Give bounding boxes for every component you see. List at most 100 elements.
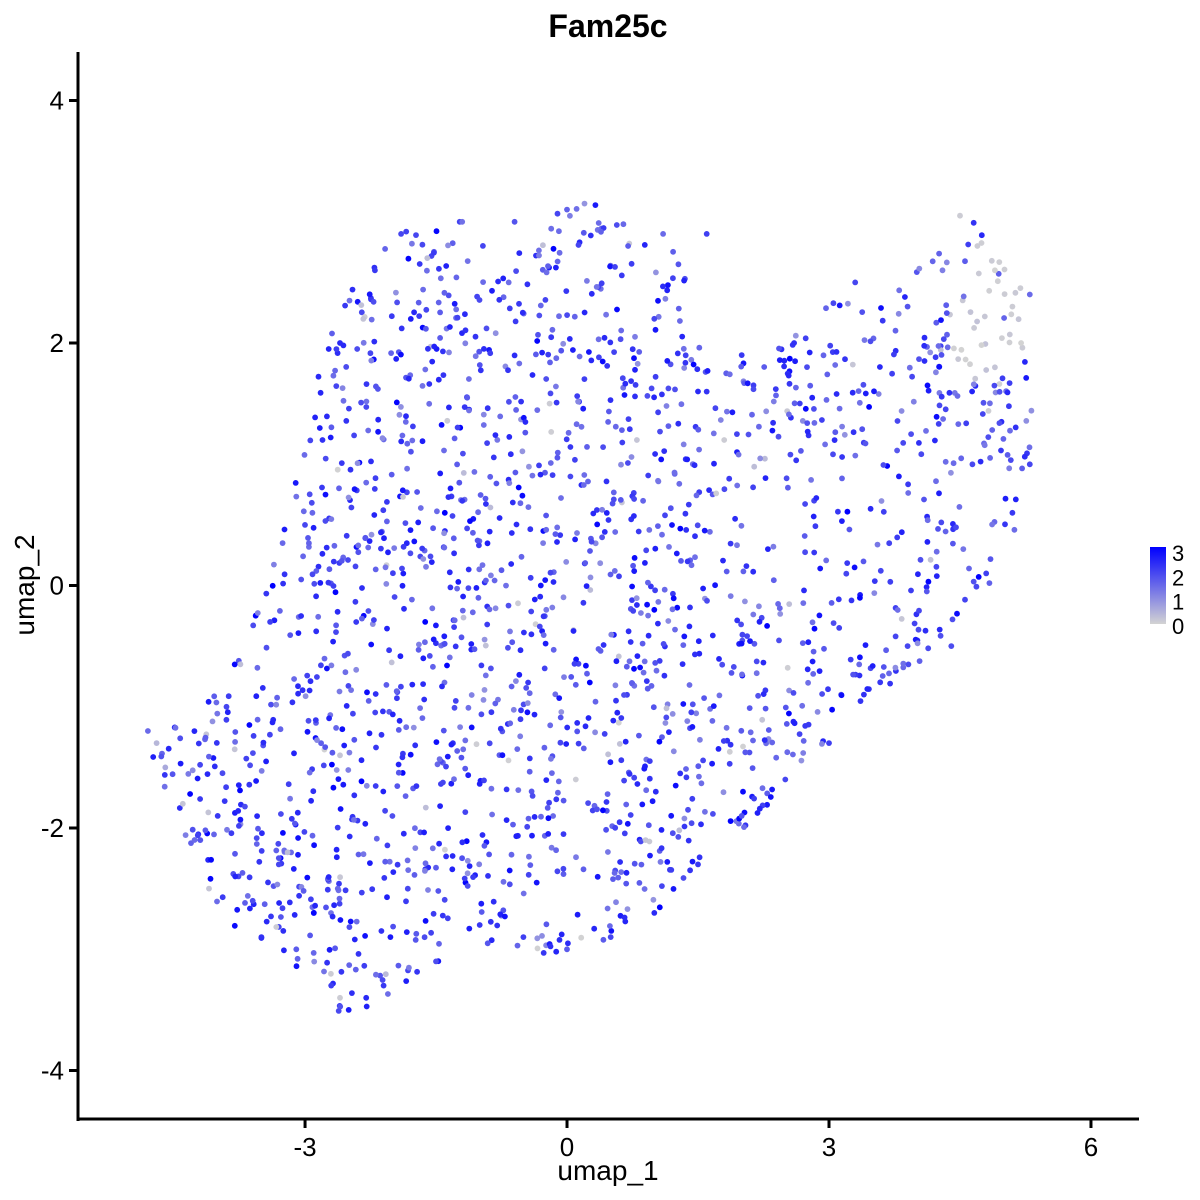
- cell-point: [923, 588, 930, 595]
- cell-point: [605, 517, 612, 523]
- cell-point: [719, 661, 726, 668]
- cell-point: [444, 417, 451, 424]
- cell-point: [461, 875, 468, 882]
- cell-point: [231, 661, 238, 668]
- cell-point: [413, 232, 419, 239]
- cell-point: [481, 687, 488, 693]
- cell-point: [531, 711, 538, 718]
- cell-point: [489, 287, 495, 294]
- cell-point: [936, 250, 942, 257]
- cell-point: [347, 918, 354, 925]
- cell-point: [373, 744, 379, 751]
- cell-point: [430, 663, 436, 670]
- cell-point: [1021, 453, 1028, 460]
- cell-point: [991, 382, 998, 389]
- cell-point: [802, 335, 809, 342]
- cell-point: [443, 763, 449, 770]
- cell-point: [236, 823, 242, 829]
- cell-point: [312, 717, 319, 723]
- cell-point: [935, 526, 941, 532]
- cell-point: [332, 945, 338, 952]
- cell-point: [527, 862, 534, 868]
- cell-point: [346, 405, 352, 412]
- cell-point: [922, 627, 929, 634]
- cell-point: [403, 978, 410, 984]
- cell-point: [496, 515, 503, 521]
- cell-point: [692, 554, 698, 561]
- cell-point: [821, 645, 827, 652]
- cell-point: [355, 851, 362, 858]
- cell-point: [871, 388, 877, 395]
- cell-point: [581, 376, 588, 382]
- cell-point: [207, 875, 214, 882]
- cell-point: [435, 299, 442, 306]
- cell-point: [531, 596, 538, 603]
- cell-point: [441, 544, 448, 551]
- cell-point: [685, 501, 692, 508]
- cell-point: [346, 833, 353, 840]
- cell-point: [631, 774, 638, 781]
- cell-point: [311, 842, 317, 849]
- cell-point: [287, 632, 294, 638]
- cell-point: [992, 267, 998, 274]
- cell-point: [816, 612, 823, 619]
- cell-point: [667, 505, 674, 512]
- cell-point: [816, 668, 823, 674]
- cell-point: [642, 560, 648, 566]
- cell-point: [1019, 344, 1026, 351]
- cell-point: [393, 289, 399, 296]
- cell-point: [345, 494, 352, 501]
- cell-point: [420, 655, 427, 662]
- cell-point: [645, 632, 652, 639]
- cell-point: [275, 861, 282, 868]
- cell-point: [877, 679, 884, 686]
- cell-point: [808, 477, 814, 483]
- cell-point: [351, 792, 358, 799]
- cell-point: [269, 582, 276, 589]
- cell-point: [385, 549, 391, 556]
- cell-point: [409, 681, 416, 688]
- cell-point: [875, 391, 882, 397]
- cell-point: [678, 401, 685, 408]
- cell-point: [770, 577, 777, 584]
- cell-point: [587, 587, 594, 593]
- cell-point: [620, 221, 627, 228]
- cell-point: [319, 550, 326, 557]
- cell-point: [451, 435, 458, 442]
- cell-point: [790, 751, 796, 758]
- cell-point: [476, 542, 482, 549]
- cell-point: [369, 886, 376, 893]
- cell-point: [1001, 315, 1007, 321]
- cell-point: [595, 336, 602, 343]
- cell-point: [792, 332, 799, 339]
- cell-point: [573, 206, 580, 212]
- cell-point: [462, 327, 469, 334]
- cell-point: [666, 544, 672, 550]
- cell-point: [540, 950, 547, 956]
- cell-point: [481, 842, 488, 849]
- cell-point: [981, 313, 988, 320]
- cell-point: [791, 400, 798, 407]
- cell-point: [655, 478, 662, 485]
- cell-point: [214, 813, 221, 819]
- cell-point: [763, 408, 770, 415]
- cell-point: [309, 571, 316, 578]
- cell-point: [329, 761, 335, 768]
- cell-point: [679, 333, 686, 340]
- cell-point: [431, 249, 437, 256]
- cell-point: [172, 724, 179, 731]
- cell-point: [421, 696, 428, 703]
- y-tick-label: -2: [41, 813, 64, 843]
- cell-point: [458, 634, 465, 641]
- cell-point: [517, 733, 524, 740]
- cell-point: [254, 813, 260, 819]
- cell-point: [384, 894, 390, 901]
- cell-point: [341, 742, 348, 749]
- cell-point: [506, 480, 513, 486]
- cell-point: [900, 660, 907, 667]
- cell-point: [902, 294, 908, 300]
- cell-point: [841, 431, 848, 438]
- cell-point: [769, 786, 775, 793]
- cell-point: [346, 924, 353, 930]
- cell-point: [713, 490, 720, 497]
